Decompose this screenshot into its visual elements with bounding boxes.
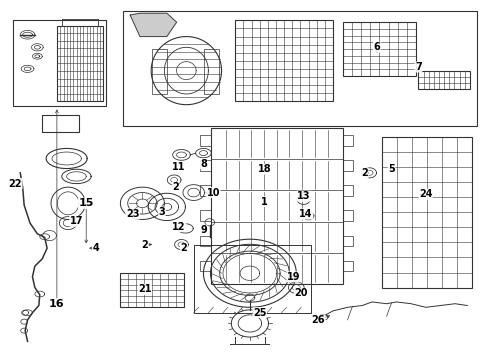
Text: 2: 2 bbox=[180, 243, 187, 253]
Text: 2: 2 bbox=[142, 239, 148, 249]
Text: 25: 25 bbox=[253, 308, 267, 318]
Bar bbox=[200, 235, 211, 246]
Bar bbox=[343, 160, 353, 171]
Text: 11: 11 bbox=[172, 162, 186, 172]
Bar bbox=[121, 273, 184, 307]
Text: 8: 8 bbox=[200, 159, 207, 169]
Text: 4: 4 bbox=[93, 243, 99, 253]
Bar bbox=[57, 26, 103, 101]
Bar bbox=[200, 160, 211, 171]
Bar bbox=[343, 211, 353, 221]
Text: 14: 14 bbox=[299, 209, 313, 219]
Bar bbox=[418, 71, 470, 89]
Bar bbox=[200, 135, 211, 146]
Polygon shape bbox=[130, 13, 176, 37]
Bar bbox=[200, 211, 211, 221]
Bar bbox=[235, 21, 333, 101]
Text: 1: 1 bbox=[261, 197, 268, 207]
Bar bbox=[343, 261, 353, 271]
Text: 2: 2 bbox=[172, 182, 179, 192]
Text: 19: 19 bbox=[287, 272, 300, 282]
Text: 9: 9 bbox=[200, 225, 207, 235]
Text: 22: 22 bbox=[9, 179, 22, 189]
Text: 17: 17 bbox=[70, 216, 83, 226]
Bar bbox=[152, 49, 167, 94]
Bar bbox=[194, 244, 311, 313]
Text: 13: 13 bbox=[297, 191, 310, 201]
Bar bbox=[343, 185, 353, 196]
Bar bbox=[42, 116, 79, 132]
Text: 7: 7 bbox=[415, 62, 422, 72]
Text: 26: 26 bbox=[312, 315, 325, 325]
Text: 21: 21 bbox=[138, 284, 151, 294]
Text: 23: 23 bbox=[126, 209, 139, 219]
Text: 10: 10 bbox=[206, 188, 220, 198]
Bar bbox=[13, 21, 106, 107]
Text: 24: 24 bbox=[419, 189, 433, 199]
Bar bbox=[211, 128, 343, 284]
Text: 16: 16 bbox=[49, 299, 65, 309]
Bar bbox=[343, 22, 416, 76]
Text: 20: 20 bbox=[294, 288, 308, 298]
Bar bbox=[382, 137, 472, 288]
Text: 18: 18 bbox=[258, 164, 271, 174]
Bar bbox=[343, 235, 353, 246]
Text: 6: 6 bbox=[373, 42, 380, 52]
Bar bbox=[123, 12, 477, 126]
Text: 5: 5 bbox=[388, 164, 395, 174]
Text: 12: 12 bbox=[172, 222, 186, 231]
Text: 3: 3 bbox=[159, 207, 165, 217]
Bar bbox=[343, 135, 353, 146]
Text: 2: 2 bbox=[361, 168, 368, 178]
Bar bbox=[200, 185, 211, 196]
Bar bbox=[204, 49, 219, 94]
Bar bbox=[200, 261, 211, 271]
Text: 15: 15 bbox=[78, 198, 94, 208]
